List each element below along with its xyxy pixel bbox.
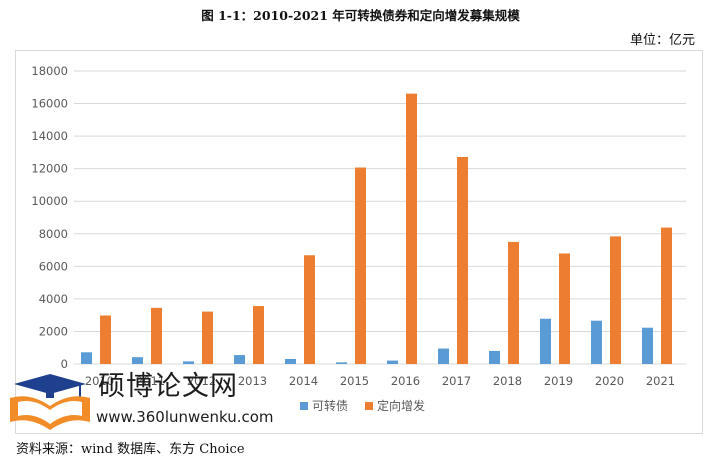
bar-private-placement-2011 <box>151 307 162 364</box>
bar-convertible-bond-2013 <box>234 355 245 364</box>
watermark: 硕博论文网 www.360lunwenku.com <box>6 362 274 434</box>
legend-swatch <box>365 402 373 410</box>
bar-convertible-bond-2021 <box>642 327 653 364</box>
legend-label: 可转债 <box>312 398 348 413</box>
y-tick-label: 16000 <box>31 97 68 111</box>
y-tick-label: 14000 <box>31 129 68 143</box>
x-tick-label: 2018 <box>493 374 522 388</box>
y-tick-label: 12000 <box>31 162 68 176</box>
bar-private-placement-2018 <box>508 241 519 364</box>
bar-convertible-bond-2012 <box>183 361 194 364</box>
x-tick-label: 2017 <box>442 374 471 388</box>
bar-convertible-bond-2018 <box>489 350 500 364</box>
chart-frame: 0 2000 4000 6000 8000 10000 12000 14000 16000 180… <box>15 50 703 434</box>
y-tick-label: 10000 <box>31 194 68 208</box>
unit-label: 单位：亿元 <box>629 33 695 48</box>
x-tick-label: 2013 <box>238 374 267 388</box>
bar-convertible-bond-2015 <box>336 362 347 364</box>
graduation-book-icon <box>10 374 90 430</box>
bar-chart: 0 2000 4000 6000 8000 10000 12000 14000 16000 180… <box>31 64 686 413</box>
watermark-text: 硕博论文网 <box>98 371 238 402</box>
bar-private-placement-2020 <box>610 236 621 364</box>
bar-convertible-bond-2014 <box>285 358 296 364</box>
legend-swatch <box>300 402 308 410</box>
bar-private-placement-2014 <box>304 255 315 364</box>
bar-convertible-bond-2020 <box>591 320 602 364</box>
bar-private-placement-2021 <box>661 227 672 364</box>
x-tick-label: 2016 <box>391 374 420 388</box>
source-note: 资料来源：wind 数据库、东方 Choice <box>16 442 245 457</box>
x-tick-label: 2010 <box>85 374 114 388</box>
bar-private-placement-2013 <box>253 306 264 364</box>
bar-private-placement-2017 <box>457 156 468 364</box>
x-tick-label: 2019 <box>544 374 573 388</box>
x-tick-label: 2021 <box>646 374 675 388</box>
bar-private-placement-2015 <box>355 167 366 364</box>
bar-private-placement-2010 <box>100 315 111 364</box>
bar-private-placement-2019 <box>559 253 570 364</box>
x-tick-label: 2014 <box>289 374 318 388</box>
bar-convertible-bond-2017 <box>438 348 449 364</box>
bar-convertible-bond-2011 <box>132 357 143 364</box>
watermark-url: www.360lunwenku.com <box>96 408 274 426</box>
chart-title: 图 1-1：2010-2021 年可转换债券和定向增发募集规模 <box>201 8 520 23</box>
y-tick-label: 2000 <box>39 324 68 338</box>
x-tick-label: 2015 <box>340 374 369 388</box>
legend-label: 定向增发 <box>377 398 425 413</box>
bar-convertible-bond-2010 <box>81 352 92 364</box>
x-tick-label: 2020 <box>595 374 624 388</box>
x-tick-label: 2011 <box>136 374 165 388</box>
y-tick-label: 18000 <box>31 64 68 78</box>
y-tick-label: 4000 <box>39 292 68 306</box>
bar-convertible-bond-2016 <box>387 360 398 364</box>
y-tick-label: 0 <box>61 357 68 371</box>
bar-private-placement-2012 <box>202 311 213 364</box>
x-tick-label: 2012 <box>187 374 216 388</box>
y-tick-label: 8000 <box>39 227 68 241</box>
bar-private-placement-2016 <box>406 93 417 365</box>
y-tick-label: 6000 <box>39 259 68 273</box>
bar-convertible-bond-2019 <box>540 318 551 364</box>
